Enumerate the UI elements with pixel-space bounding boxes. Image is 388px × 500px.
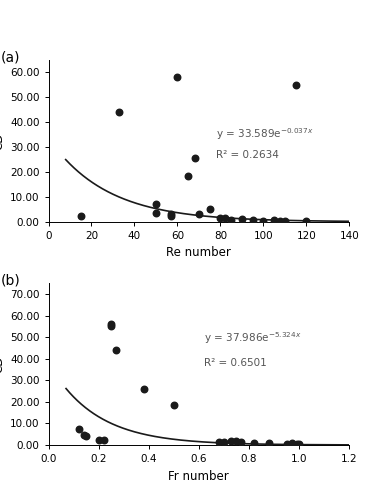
- Point: [116, 108, 123, 116]
- Point: [238, 438, 244, 446]
- Point: [216, 438, 222, 446]
- Point: [217, 214, 223, 222]
- Point: [196, 210, 202, 218]
- Point: [282, 217, 288, 225]
- Point: [293, 81, 299, 89]
- X-axis label: Re number: Re number: [166, 246, 231, 260]
- Point: [296, 440, 302, 448]
- Point: [233, 437, 239, 445]
- Point: [303, 216, 309, 224]
- Y-axis label: CD: CD: [0, 356, 6, 373]
- Point: [83, 432, 89, 440]
- Point: [271, 216, 277, 224]
- Point: [260, 216, 267, 224]
- Point: [75, 425, 81, 433]
- Point: [108, 322, 114, 330]
- Point: [284, 440, 290, 448]
- Y-axis label: CD: CD: [0, 132, 6, 150]
- Text: R² = 0.2634: R² = 0.2634: [216, 150, 279, 160]
- Point: [293, 440, 300, 448]
- Point: [153, 209, 159, 217]
- Point: [251, 440, 257, 448]
- Point: [108, 320, 114, 328]
- Point: [249, 216, 256, 224]
- Point: [206, 205, 213, 213]
- Point: [113, 346, 119, 354]
- Point: [191, 154, 197, 162]
- Point: [228, 436, 234, 444]
- Point: [80, 432, 87, 440]
- Point: [239, 216, 245, 224]
- Point: [171, 401, 177, 409]
- Point: [221, 438, 227, 446]
- Point: [168, 212, 174, 220]
- Text: R² = 0.6501: R² = 0.6501: [204, 358, 267, 368]
- Point: [140, 385, 147, 393]
- Text: (a): (a): [0, 50, 20, 64]
- Point: [222, 214, 228, 222]
- Point: [78, 212, 84, 220]
- Point: [174, 74, 180, 82]
- Text: (b): (b): [0, 274, 20, 287]
- Point: [153, 200, 159, 208]
- Point: [228, 216, 234, 224]
- Point: [95, 436, 102, 444]
- Point: [185, 172, 191, 179]
- Point: [266, 439, 272, 447]
- Text: y = 37.986e$^{-5.324x}$: y = 37.986e$^{-5.324x}$: [204, 330, 301, 346]
- Point: [168, 210, 174, 218]
- Text: y = 33.589e$^{-0.037x}$: y = 33.589e$^{-0.037x}$: [216, 126, 314, 142]
- Point: [288, 440, 294, 448]
- X-axis label: Fr number: Fr number: [168, 470, 229, 482]
- Point: [277, 216, 284, 224]
- Point: [100, 436, 107, 444]
